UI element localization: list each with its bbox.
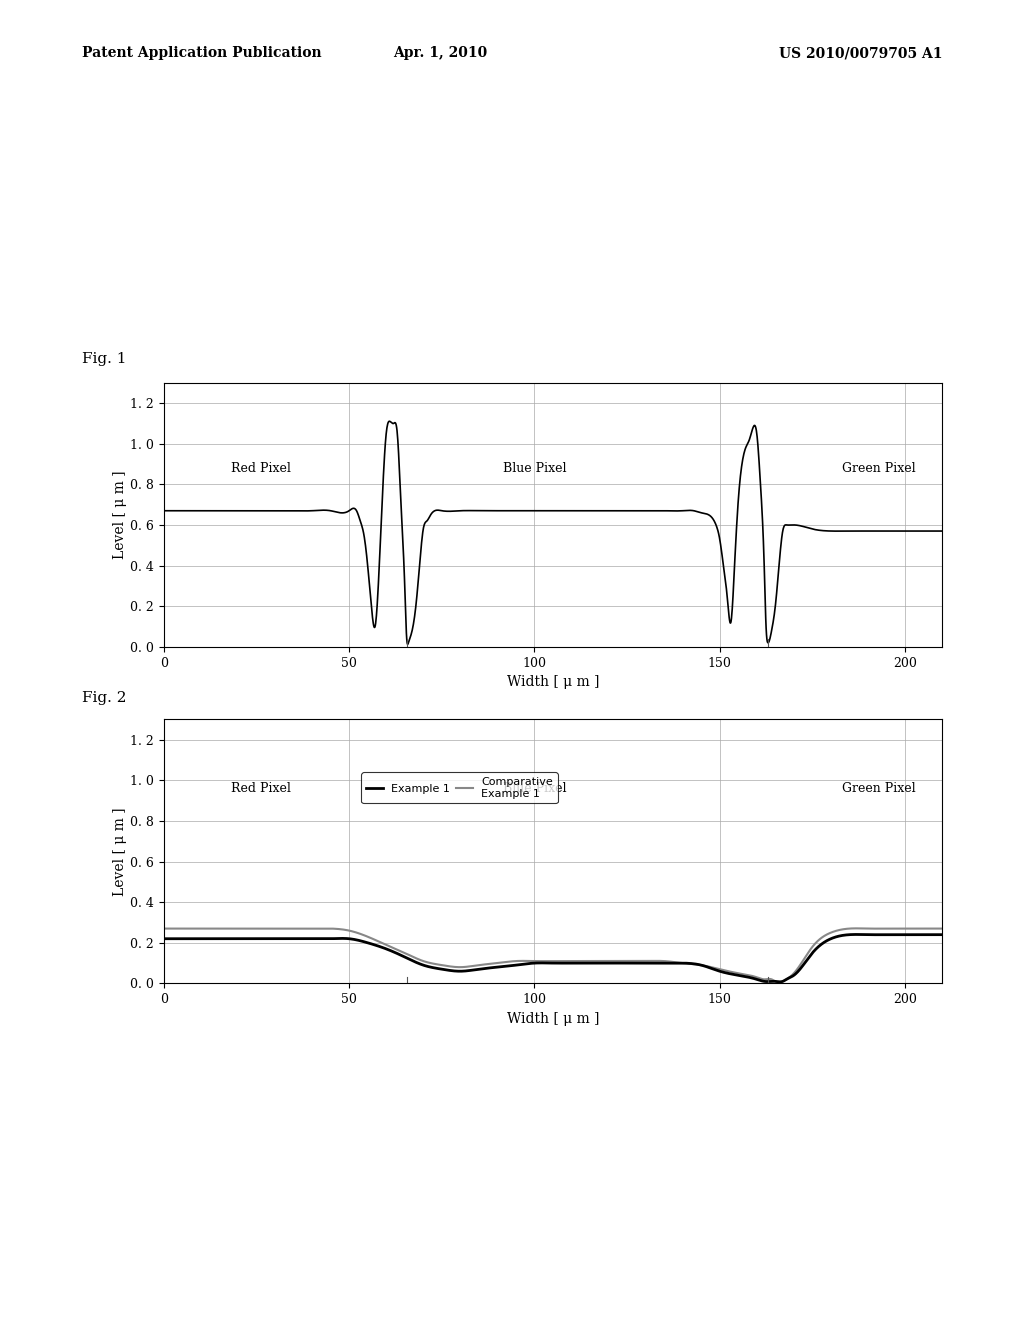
- Text: Fig. 1: Fig. 1: [82, 352, 126, 366]
- Y-axis label: Level [ μ m ]: Level [ μ m ]: [114, 470, 127, 560]
- X-axis label: Width [ μ m ]: Width [ μ m ]: [507, 675, 599, 689]
- Text: Red Pixel: Red Pixel: [230, 781, 291, 795]
- Text: Green Pixel: Green Pixel: [843, 781, 915, 795]
- Legend: Example 1, Comparative
Example 1: Example 1, Comparative Example 1: [361, 772, 558, 803]
- X-axis label: Width [ μ m ]: Width [ μ m ]: [507, 1011, 599, 1026]
- Text: Red Pixel: Red Pixel: [230, 462, 291, 475]
- Text: Patent Application Publication: Patent Application Publication: [82, 46, 322, 61]
- Text: Green Pixel: Green Pixel: [843, 462, 915, 475]
- Text: US 2010/0079705 A1: US 2010/0079705 A1: [778, 46, 942, 61]
- Text: Blue Pixel: Blue Pixel: [503, 781, 566, 795]
- Text: Blue Pixel: Blue Pixel: [503, 462, 566, 475]
- Y-axis label: Level [ μ m ]: Level [ μ m ]: [114, 807, 127, 896]
- Text: Fig. 2: Fig. 2: [82, 692, 126, 705]
- Text: Apr. 1, 2010: Apr. 1, 2010: [393, 46, 487, 61]
